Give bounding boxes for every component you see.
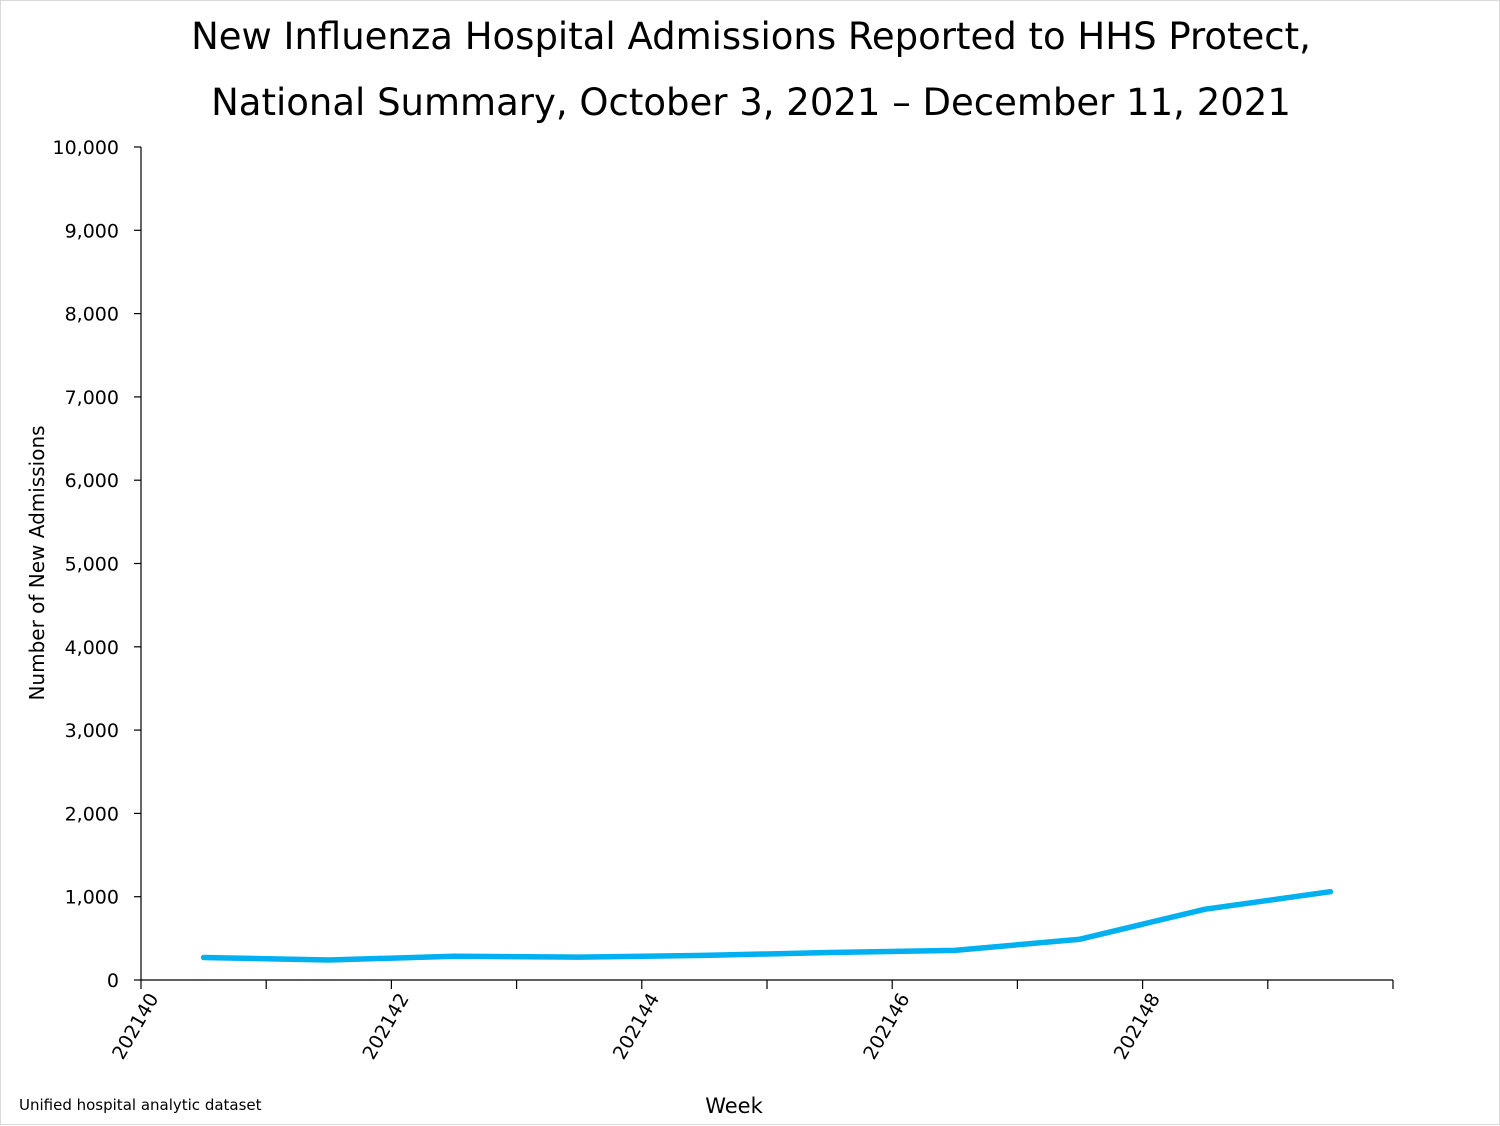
- data-point: [1327, 889, 1333, 895]
- x-tick-label: 202140: [108, 990, 163, 1064]
- series-layer: [200, 888, 1334, 963]
- x-tick-label: 202142: [358, 990, 413, 1064]
- x-tick-label: 202144: [609, 990, 664, 1064]
- y-tick-label: 4,000: [65, 637, 119, 659]
- y-tick-label: 6,000: [65, 470, 119, 492]
- data-point: [201, 955, 207, 961]
- data-point: [827, 950, 833, 956]
- chart-title-line-1: New Influenza Hospital Admissions Report…: [191, 15, 1311, 58]
- data-point: [1077, 936, 1083, 942]
- data-point: [326, 957, 332, 963]
- x-tick-label: 202146: [859, 990, 914, 1064]
- y-tick-label: 7,000: [65, 387, 119, 409]
- x-axis: 202140 202142 202144 202146 202148: [108, 979, 1394, 1064]
- y-tick-label: 3,000: [65, 720, 119, 742]
- y-tick-label: 8,000: [65, 304, 119, 326]
- y-axis: 0 1,000 2,000 3,000 4,000 5,000 6,000 7,000 8,00…: [53, 137, 142, 992]
- chart-title-line-2: National Summary, October 3, 2021 – Dece…: [211, 81, 1291, 124]
- data-point: [1202, 906, 1208, 912]
- y-tick-label: 2,000: [65, 803, 119, 825]
- x-axis-label: Week: [705, 1094, 763, 1118]
- y-tick-label: 5,000: [65, 554, 119, 576]
- data-point: [952, 947, 958, 953]
- data-point: [451, 953, 457, 959]
- series-line: [200, 888, 1334, 963]
- data-point: [701, 952, 707, 958]
- y-tick-label: 1,000: [65, 887, 119, 909]
- y-tick-label: 10,000: [53, 137, 119, 159]
- source-note: Unified hospital analytic dataset: [19, 1096, 262, 1114]
- y-axis-label: Number of New Admissions: [25, 425, 49, 700]
- data-point: [576, 954, 582, 960]
- y-tick-label: 0: [107, 970, 119, 992]
- x-tick-label: 202148: [1110, 990, 1165, 1064]
- y-tick-label: 9,000: [65, 220, 119, 242]
